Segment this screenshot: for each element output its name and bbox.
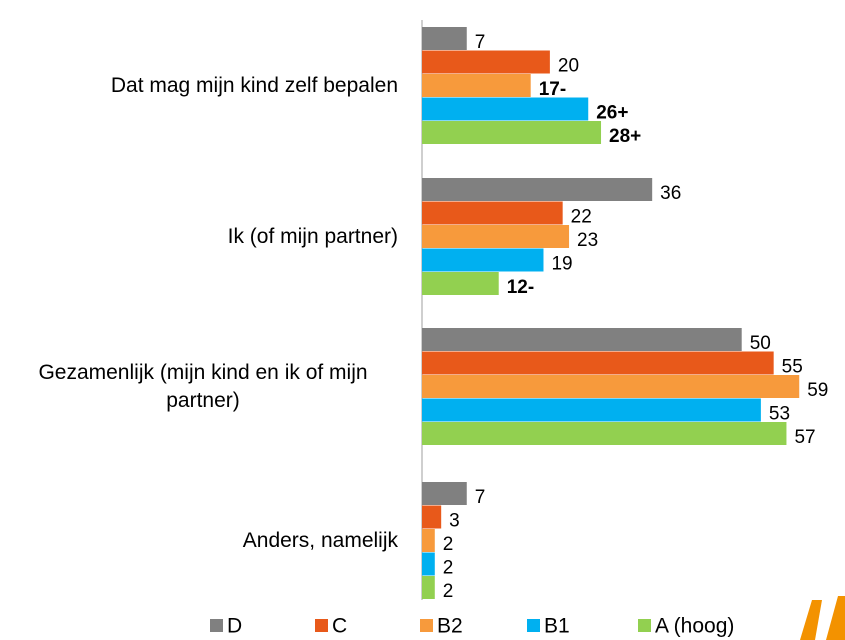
legend-swatch [527, 619, 540, 632]
legend-swatch [315, 619, 328, 632]
data-label: 3 [449, 510, 460, 531]
data-label: 20 [558, 55, 579, 76]
category-text: Ik (of mijn partner) [227, 224, 398, 248]
logo [826, 596, 845, 640]
data-label: 50 [750, 333, 771, 354]
category-label: Dat mag mijn kind zelf bepalen [8, 72, 398, 100]
data-label: 2 [443, 534, 454, 555]
bar [422, 398, 761, 422]
legend-label: C [332, 615, 347, 638]
bar [422, 248, 544, 272]
data-label: 2 [443, 581, 454, 602]
category-text: Dat mag mijn kind zelf bepalen [110, 73, 398, 97]
data-label: 26+ [596, 102, 628, 123]
data-label: 7 [475, 32, 486, 53]
bar [422, 27, 467, 50]
data-label: 17- [539, 79, 566, 100]
legend-swatch [210, 619, 223, 632]
bar [422, 482, 467, 505]
category-label: Ik (of mijn partner) [8, 223, 398, 251]
data-label: 19 [551, 253, 572, 274]
data-label: 57 [794, 427, 815, 448]
data-label: 23 [577, 230, 598, 251]
data-label: 12- [507, 277, 534, 298]
bar [422, 74, 531, 97]
data-label: 28+ [609, 126, 641, 147]
bar [422, 328, 742, 351]
bar [422, 121, 602, 144]
data-label: 55 [782, 356, 803, 377]
legend-label: D [227, 615, 242, 638]
bar [422, 178, 653, 201]
bar [422, 272, 499, 295]
category-text: Anders, namelijk [242, 528, 398, 552]
category-text: Gezamenlijk (mijn kind en ik of mijn par… [38, 360, 368, 412]
bar [422, 201, 563, 225]
category-label: Anders, namelijk [8, 527, 398, 555]
data-label: 53 [769, 403, 790, 424]
bar [422, 552, 435, 576]
bar [422, 50, 550, 74]
bar [422, 505, 442, 529]
data-label: 59 [807, 380, 828, 401]
legend-label: B2 [437, 615, 463, 638]
category-label: Gezamenlijk (mijn kind en ik of mijn par… [8, 359, 398, 415]
legend-swatch [420, 619, 433, 632]
legend-swatch [638, 619, 651, 632]
bar [422, 97, 589, 121]
bar [422, 375, 800, 398]
logo [800, 600, 822, 640]
bar [422, 422, 787, 445]
data-label: 22 [571, 206, 592, 227]
bar [422, 576, 435, 599]
data-label: 36 [660, 183, 681, 204]
bar [422, 225, 570, 248]
bar [422, 351, 774, 375]
legend-label: B1 [544, 615, 570, 638]
data-label: 7 [475, 487, 486, 508]
legend-label: A (hoog) [655, 615, 734, 638]
bar [422, 529, 435, 552]
data-label: 2 [443, 557, 454, 578]
